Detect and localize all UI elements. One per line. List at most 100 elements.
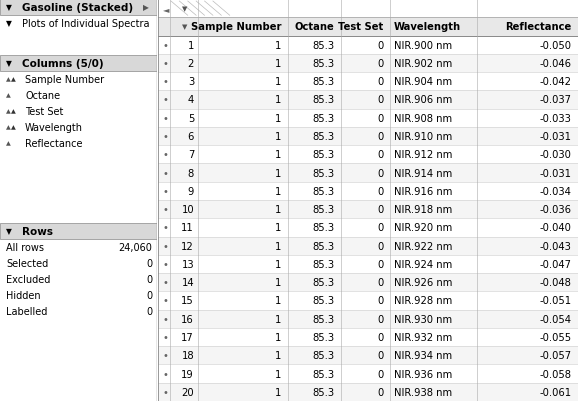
Text: 0: 0 <box>146 290 153 300</box>
Text: 14: 14 <box>181 277 194 288</box>
Text: 15: 15 <box>181 296 194 306</box>
Text: NIR.918 nm: NIR.918 nm <box>394 205 452 215</box>
Text: 9: 9 <box>188 186 194 196</box>
Text: 1: 1 <box>275 41 281 51</box>
Bar <box>158 109 578 128</box>
Text: 3: 3 <box>188 77 194 87</box>
Bar <box>158 292 578 310</box>
Text: 11: 11 <box>181 223 194 233</box>
Text: 17: 17 <box>181 332 194 342</box>
Text: NIR.906 nm: NIR.906 nm <box>394 95 452 105</box>
Text: -0.031: -0.031 <box>540 132 572 142</box>
Text: -0.031: -0.031 <box>540 168 572 178</box>
Bar <box>158 146 578 164</box>
Text: •: • <box>162 150 168 160</box>
Bar <box>158 91 578 109</box>
Text: 0: 0 <box>377 277 383 288</box>
Text: 16: 16 <box>181 314 194 324</box>
Text: 10: 10 <box>181 205 194 215</box>
Text: Sample Number: Sample Number <box>25 75 104 85</box>
Text: NIR.904 nm: NIR.904 nm <box>394 77 452 87</box>
Text: 0: 0 <box>377 205 383 215</box>
Text: ▲: ▲ <box>6 93 11 98</box>
Text: •: • <box>162 132 168 142</box>
Bar <box>158 237 578 255</box>
Text: ▼: ▼ <box>181 24 187 30</box>
Text: ▼: ▼ <box>6 4 12 12</box>
Text: -0.030: -0.030 <box>540 150 572 160</box>
Text: NIR.932 nm: NIR.932 nm <box>394 332 452 342</box>
Text: 1: 1 <box>275 296 281 306</box>
Text: -0.058: -0.058 <box>540 369 572 379</box>
Text: 0: 0 <box>377 77 383 87</box>
Text: 4: 4 <box>188 95 194 105</box>
Bar <box>158 73 578 91</box>
Text: •: • <box>162 95 168 105</box>
Text: NIR.928 nm: NIR.928 nm <box>394 296 452 306</box>
Text: 0: 0 <box>146 274 153 284</box>
Bar <box>158 273 578 292</box>
Text: 0: 0 <box>146 306 153 316</box>
Text: 1: 1 <box>275 387 281 397</box>
Text: 85.3: 85.3 <box>313 369 335 379</box>
Text: •: • <box>162 186 168 196</box>
Text: 0: 0 <box>146 258 153 268</box>
Text: -0.033: -0.033 <box>540 113 572 124</box>
Text: 0: 0 <box>377 59 383 69</box>
Text: 0: 0 <box>377 223 383 233</box>
Text: Columns (5/0): Columns (5/0) <box>22 59 103 69</box>
Text: Hidden: Hidden <box>6 290 41 300</box>
Text: Gasoline (Stacked): Gasoline (Stacked) <box>22 3 133 13</box>
Text: 0: 0 <box>377 350 383 360</box>
Text: -0.061: -0.061 <box>540 387 572 397</box>
Text: •: • <box>162 59 168 69</box>
Text: 1: 1 <box>275 350 281 360</box>
Text: 0: 0 <box>377 387 383 397</box>
Text: Test Set: Test Set <box>338 22 383 32</box>
Text: 85.3: 85.3 <box>313 41 335 51</box>
Text: •: • <box>162 296 168 306</box>
Text: 2: 2 <box>188 59 194 69</box>
Text: 85.3: 85.3 <box>313 223 335 233</box>
Text: •: • <box>162 259 168 269</box>
Text: NIR.912 nm: NIR.912 nm <box>394 150 453 160</box>
Bar <box>158 200 578 219</box>
Text: -0.054: -0.054 <box>540 314 572 324</box>
Text: 1: 1 <box>275 150 281 160</box>
Text: 1: 1 <box>275 241 281 251</box>
Text: 0: 0 <box>377 168 383 178</box>
Bar <box>158 255 578 273</box>
Text: 0: 0 <box>377 259 383 269</box>
Text: Rows: Rows <box>22 227 53 237</box>
Text: ▼: ▼ <box>181 6 187 12</box>
Text: 85.3: 85.3 <box>313 241 335 251</box>
Text: Excluded: Excluded <box>6 274 51 284</box>
Text: ▼: ▼ <box>6 59 12 68</box>
Text: 1: 1 <box>275 223 281 233</box>
Text: 1: 1 <box>275 132 281 142</box>
Text: 85.3: 85.3 <box>313 387 335 397</box>
Text: 1: 1 <box>275 59 281 69</box>
Text: •: • <box>162 350 168 360</box>
Text: Wavelength: Wavelength <box>25 123 83 133</box>
Text: 8: 8 <box>188 168 194 178</box>
Text: 0: 0 <box>377 132 383 142</box>
Text: -0.040: -0.040 <box>540 223 572 233</box>
Text: ▲: ▲ <box>6 109 11 114</box>
Text: NIR.924 nm: NIR.924 nm <box>394 259 452 269</box>
Bar <box>158 219 578 237</box>
Text: 0: 0 <box>377 369 383 379</box>
Text: -0.036: -0.036 <box>540 205 572 215</box>
Text: •: • <box>162 332 168 342</box>
Text: 13: 13 <box>181 259 194 269</box>
Bar <box>158 36 578 55</box>
Text: -0.043: -0.043 <box>540 241 572 251</box>
Text: 0: 0 <box>377 186 383 196</box>
Text: 0: 0 <box>377 150 383 160</box>
Bar <box>158 346 578 365</box>
Bar <box>158 365 578 383</box>
Text: -0.048: -0.048 <box>540 277 572 288</box>
Text: 1: 1 <box>275 277 281 288</box>
Text: 0: 0 <box>377 314 383 324</box>
Text: NIR.936 nm: NIR.936 nm <box>394 369 452 379</box>
